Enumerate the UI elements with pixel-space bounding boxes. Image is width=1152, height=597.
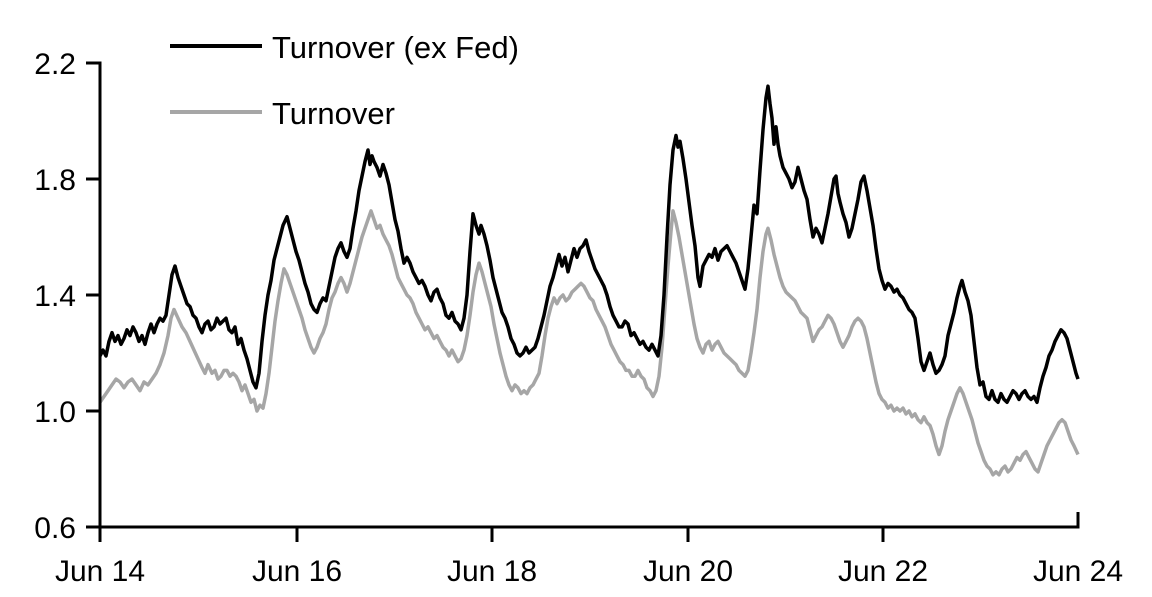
y-tick-label: 1.4	[34, 280, 76, 313]
y-tick-label: 1.8	[34, 164, 76, 197]
y-tick-label: 1.0	[34, 396, 76, 429]
x-tick-label: Jun 24	[1033, 555, 1123, 588]
x-tick-label: Jun 14	[55, 555, 145, 588]
x-tick-label: Jun 22	[838, 555, 928, 588]
x-tick-label: Jun 20	[643, 555, 733, 588]
legend-label-ex-fed: Turnover (ex Fed)	[272, 30, 519, 65]
series-line-turnover-ex-fed	[98, 84, 1080, 405]
y-axis-ticks: 2.2 1.8 1.4 1.0 0.6	[34, 48, 100, 545]
series-lines	[98, 84, 1080, 477]
y-tick-label: 2.2	[34, 48, 76, 81]
series-line-turnover	[98, 209, 1080, 477]
x-tick-label: Jun 18	[447, 555, 537, 588]
x-axis-ticks: Jun 14 Jun 16 Jun 18 Jun 20 Jun 22 Jun 24	[55, 512, 1123, 588]
legend: Turnover (ex Fed) Turnover	[170, 30, 519, 131]
x-tick-label: Jun 16	[252, 555, 342, 588]
y-tick-label: 0.6	[34, 512, 76, 545]
legend-label-turnover: Turnover	[272, 96, 395, 131]
